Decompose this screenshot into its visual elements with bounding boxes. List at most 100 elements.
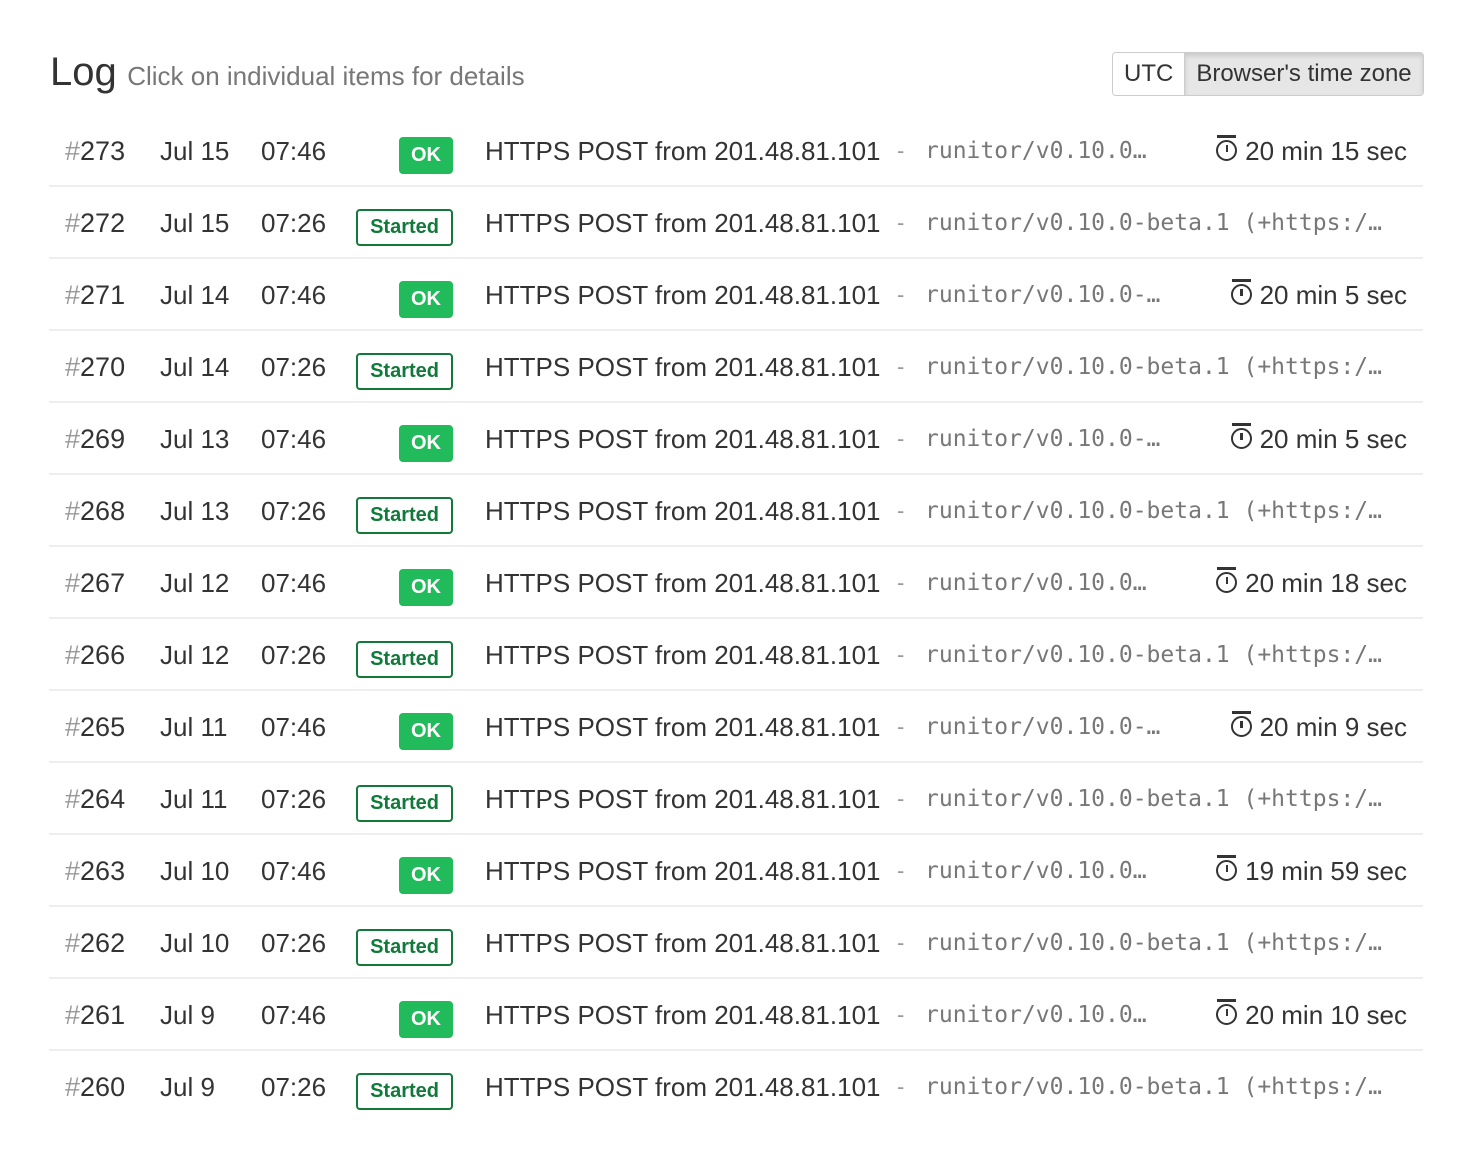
event-number: #271 [65,280,126,310]
event-time: 07:26 [261,1072,327,1102]
log-row[interactable]: #265 Jul 11 07:46 OK HTTPS POST from 201… [49,691,1423,763]
stopwatch-icon [1230,279,1252,305]
event-time: 07:26 [261,352,327,382]
status-badge: OK [399,1001,453,1038]
user-agent: runitor/v0.10.0… [925,570,1147,596]
separator-dash: - [897,1074,905,1099]
event-date: Jul 9 [160,1000,215,1030]
page-title: Log [50,50,117,94]
user-agent: runitor/v0.10.0-… [925,426,1161,452]
event-message: HTTPS POST from 201.48.81.101 [485,208,881,238]
event-number: #270 [65,352,126,382]
status-badge: Started [356,353,453,390]
event-number: #269 [65,424,126,454]
event-number: #266 [65,640,126,670]
event-message: HTTPS POST from 201.48.81.101 [485,280,881,310]
duration: 20 min 18 sec [1216,547,1407,619]
status-badge: Started [356,641,453,678]
event-message: HTTPS POST from 201.48.81.101 [485,568,881,598]
user-agent: runitor/v0.10.0-beta.1 (+https:/… [925,786,1382,812]
duration: 20 min 9 sec [1230,691,1407,763]
event-number: #263 [65,856,126,886]
event-date: Jul 15 [160,208,230,238]
log-row[interactable]: #273 Jul 15 07:46 OK HTTPS POST from 201… [49,115,1423,187]
log-row[interactable]: #266 Jul 12 07:26 Started HTTPS POST fro… [49,619,1423,691]
event-message: HTTPS POST from 201.48.81.101 [485,712,881,742]
event-time: 07:46 [261,136,327,166]
user-agent: runitor/v0.10.0… [925,858,1147,884]
event-date: Jul 10 [160,856,230,886]
event-date: Jul 12 [160,568,230,598]
user-agent: runitor/v0.10.0-… [925,282,1161,308]
event-date: Jul 9 [160,1072,215,1102]
event-date: Jul 11 [160,712,228,742]
event-number: #272 [65,208,126,238]
event-date: Jul 11 [160,784,228,814]
event-message: HTTPS POST from 201.48.81.101 [485,856,881,886]
stopwatch-icon [1230,711,1252,737]
event-number: #273 [65,136,126,166]
duration: 20 min 10 sec [1216,979,1407,1051]
status-badge: OK [399,713,453,750]
log-row[interactable]: #268 Jul 13 07:26 Started HTTPS POST fro… [49,475,1423,547]
stopwatch-icon [1230,423,1252,449]
timezone-toggle: UTC Browser's time zone [1112,52,1424,96]
log-row[interactable]: #272 Jul 15 07:26 Started HTTPS POST fro… [49,187,1423,259]
event-message: HTTPS POST from 201.48.81.101 [485,136,881,166]
event-message: HTTPS POST from 201.48.81.101 [485,640,881,670]
log-row[interactable]: #260 Jul 9 07:26 Started HTTPS POST from… [49,1051,1423,1121]
event-time: 07:46 [261,1000,327,1030]
log-row[interactable]: #270 Jul 14 07:26 Started HTTPS POST fro… [49,331,1423,403]
event-time: 07:26 [261,496,327,526]
event-time: 07:26 [261,928,327,958]
event-date: Jul 15 [160,136,230,166]
user-agent: runitor/v0.10.0… [925,138,1147,164]
event-message: HTTPS POST from 201.48.81.101 [485,424,881,454]
event-number: #264 [65,784,126,814]
event-message: HTTPS POST from 201.48.81.101 [485,1000,881,1030]
separator-dash: - [897,1002,905,1027]
event-time: 07:46 [261,568,327,598]
event-date: Jul 14 [160,280,230,310]
event-date: Jul 14 [160,352,230,382]
event-message: HTTPS POST from 201.48.81.101 [485,928,881,958]
log-row[interactable]: #262 Jul 10 07:26 Started HTTPS POST fro… [49,907,1423,979]
log-row[interactable]: #267 Jul 12 07:46 OK HTTPS POST from 201… [49,547,1423,619]
separator-dash: - [897,210,905,235]
log-row[interactable]: #271 Jul 14 07:46 OK HTTPS POST from 201… [49,259,1423,331]
browser-timezone-button[interactable]: Browser's time zone [1185,53,1423,95]
duration: 20 min 15 sec [1216,115,1407,187]
duration: 19 min 59 sec [1216,835,1407,907]
event-message: HTTPS POST from 201.48.81.101 [485,352,881,382]
separator-dash: - [897,858,905,883]
event-time: 07:46 [261,424,327,454]
status-badge: OK [399,425,453,462]
status-badge: OK [399,857,453,894]
user-agent: runitor/v0.10.0-beta.1 (+https:/… [925,210,1382,236]
separator-dash: - [897,786,905,811]
log-row[interactable]: #264 Jul 11 07:26 Started HTTPS POST fro… [49,763,1423,835]
event-time: 07:26 [261,640,327,670]
user-agent: runitor/v0.10.0-… [925,714,1161,740]
stopwatch-icon [1216,135,1238,161]
log-row[interactable]: #269 Jul 13 07:46 OK HTTPS POST from 201… [49,403,1423,475]
separator-dash: - [897,570,905,595]
log-list: #273 Jul 15 07:46 OK HTTPS POST from 201… [49,115,1423,1121]
status-badge: Started [356,209,453,246]
event-number: #262 [65,928,126,958]
user-agent: runitor/v0.10.0… [925,1002,1147,1028]
duration: 20 min 5 sec [1230,403,1407,475]
separator-dash: - [897,498,905,523]
log-row[interactable]: #263 Jul 10 07:46 OK HTTPS POST from 201… [49,835,1423,907]
user-agent: runitor/v0.10.0-beta.1 (+https:/… [925,1074,1382,1100]
status-badge: OK [399,569,453,606]
stopwatch-icon [1216,567,1238,593]
log-row[interactable]: #261 Jul 9 07:46 OK HTTPS POST from 201.… [49,979,1423,1051]
user-agent: runitor/v0.10.0-beta.1 (+https:/… [925,354,1382,380]
event-time: 07:26 [261,208,327,238]
page-subtitle: Click on individual items for details [127,61,525,91]
user-agent: runitor/v0.10.0-beta.1 (+https:/… [925,642,1382,668]
utc-button[interactable]: UTC [1113,53,1186,95]
status-badge: Started [356,497,453,534]
separator-dash: - [897,930,905,955]
